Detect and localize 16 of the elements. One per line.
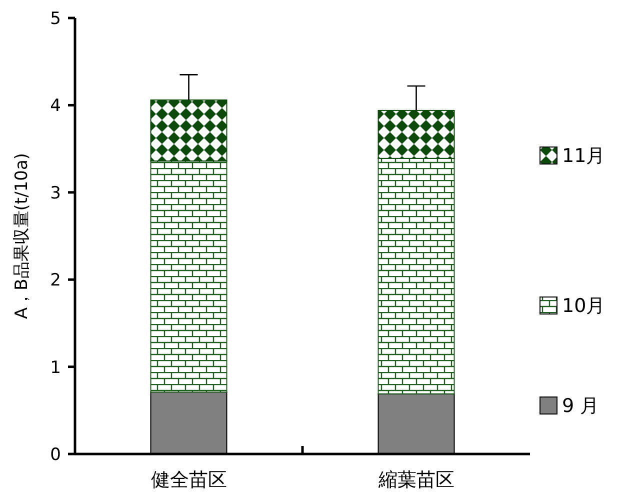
y-axis-title: A，B品果収量(t/10a) <box>12 153 32 319</box>
bar <box>378 110 455 159</box>
legend-label: 11月 <box>562 145 606 167</box>
x-tick-label: 縮葉苗区 <box>377 469 454 491</box>
y-tick-label: 3 <box>50 183 61 204</box>
y-tick-label: 5 <box>50 9 61 29</box>
legend-label: 9 月 <box>562 395 600 417</box>
y-tick-label: 1 <box>50 358 61 378</box>
y-tick-label: 4 <box>50 96 61 116</box>
y-tick-label: 0 <box>50 445 61 465</box>
y-tick-label: 2 <box>50 270 61 291</box>
bar <box>150 160 228 393</box>
legend-label: 10月 <box>562 295 606 317</box>
bar <box>378 158 455 394</box>
x-tick-label: 健全苗区 <box>150 469 227 491</box>
bar <box>150 99 228 162</box>
